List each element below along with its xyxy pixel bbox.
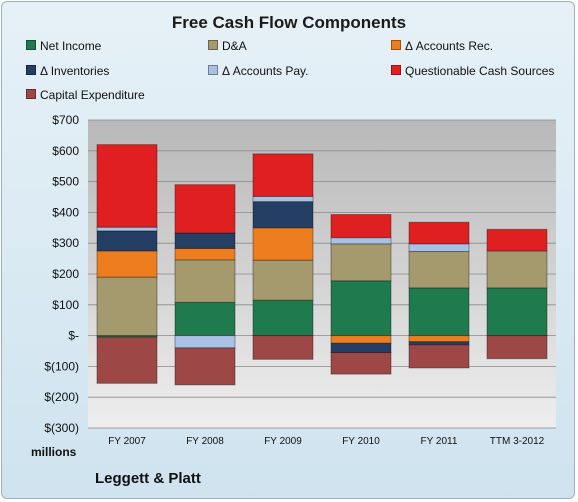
y-tick-label: $300 [52,236,79,250]
y-tick-label: $200 [52,267,79,281]
bar-segment-accounts-rec [408,335,470,343]
bar-segment-net-income [486,287,548,337]
y-tick-label: $(300) [44,421,79,435]
legend-label: Δ Inventories [40,64,110,78]
bar-segment-inventories [96,230,158,252]
bar-segment-accounts-rec [174,247,236,261]
legend-swatch [26,40,36,50]
bar-segment-inventories [174,232,236,249]
bar-segment-net-income [330,280,392,337]
bar-segment-accounts-pay [408,243,470,253]
x-tick-label: FY 2009 [264,436,302,447]
bar-segment-d-a [330,243,392,282]
bar-segment-accounts-rec [96,250,158,278]
legend-label: D&A [222,39,247,53]
bar-segment-d-a [252,259,314,301]
bar-segment-accounts-rec [330,335,392,344]
y-tick-label: $600 [52,144,79,158]
y-tick-label: $(100) [44,359,79,373]
legend-swatch [208,40,218,50]
legend-label: Questionable Cash Sources [405,64,555,78]
x-tick-label: FY 2007 [108,436,146,447]
legend-label: Δ Accounts Pay. [222,64,309,78]
legend-swatch [391,65,401,75]
y-tick-label: $400 [52,205,79,219]
bar-segment-capital-expenditure [330,352,392,375]
bar-segment-accounts-rec [252,227,314,261]
legend-swatch [26,89,36,99]
legend-item-inventories: Δ Inventories [26,64,109,78]
legend: Net Income D&A Δ Accounts Rec. Δ Invento… [0,0,578,110]
y-tick-label: $100 [52,298,79,312]
bar-segment-net-income [252,299,314,337]
bar-segment-questionable-cash-sources [408,221,470,245]
bar-segment-accounts-pay [174,335,236,349]
legend-item-questionable-cash: Questionable Cash Sources [391,64,554,78]
y-tick-label: $500 [52,175,79,189]
legend-label: Net Income [40,39,102,53]
bar-segment-capital-expenditure [96,336,158,384]
bar-segment-questionable-cash-sources [330,214,392,239]
legend-swatch [391,40,401,50]
bar-segment-questionable-cash-sources [174,184,236,234]
x-tick-label: FY 2011 [421,436,458,447]
company-name: Leggett & Platt [95,470,201,487]
bar-segment-capital-expenditure [486,335,548,360]
bar-segment-net-income [174,301,236,337]
bar-segment-d-a [96,276,158,337]
bar-segment-capital-expenditure [408,344,470,369]
x-tick-label: FY 2010 [342,436,380,447]
bar-segment-d-a [486,250,548,289]
x-tick-label: FY 2008 [186,436,224,447]
legend-swatch [26,65,36,75]
chart-title: Free Cash Flow Components [171,13,407,32]
legend-label: Δ Accounts Rec. [405,39,494,53]
legend-item-da: D&A [208,39,247,53]
y-tick-label: $- [68,329,79,343]
bar-segment-questionable-cash-sources [96,144,158,228]
legend-label: Capital Expenditure [40,88,145,102]
bar-segment-accounts-pay [96,226,158,232]
bar-segment-questionable-cash-sources [252,153,314,197]
bar-segment-questionable-cash-sources [486,228,548,252]
bar-segment-d-a [174,259,236,303]
legend-item-capex: Capital Expenditure [26,88,145,102]
legend-swatch [208,65,218,75]
y-tick-label: $700 [52,113,79,127]
unit-label: millions [31,445,77,459]
bar-segment-accounts-pay [330,237,392,245]
legend-item-accounts-pay: Δ Accounts Pay. [208,64,309,78]
bar-segment-capital-expenditure [174,347,236,386]
x-tick-label: TTM 3-2012 [490,436,545,447]
legend-item-net-income: Net Income [26,39,101,53]
legend-item-accounts-rec: Δ Accounts Rec. [391,39,493,53]
bar-segment-accounts-pay [252,195,314,203]
bar-segment-inventories [330,342,392,354]
bar-segment-capital-expenditure [252,335,314,360]
bar-segment-net-income [408,287,470,337]
y-tick-label: $(200) [44,390,79,404]
bar-segment-inventories [252,201,314,229]
bar-segment-d-a [408,251,470,289]
